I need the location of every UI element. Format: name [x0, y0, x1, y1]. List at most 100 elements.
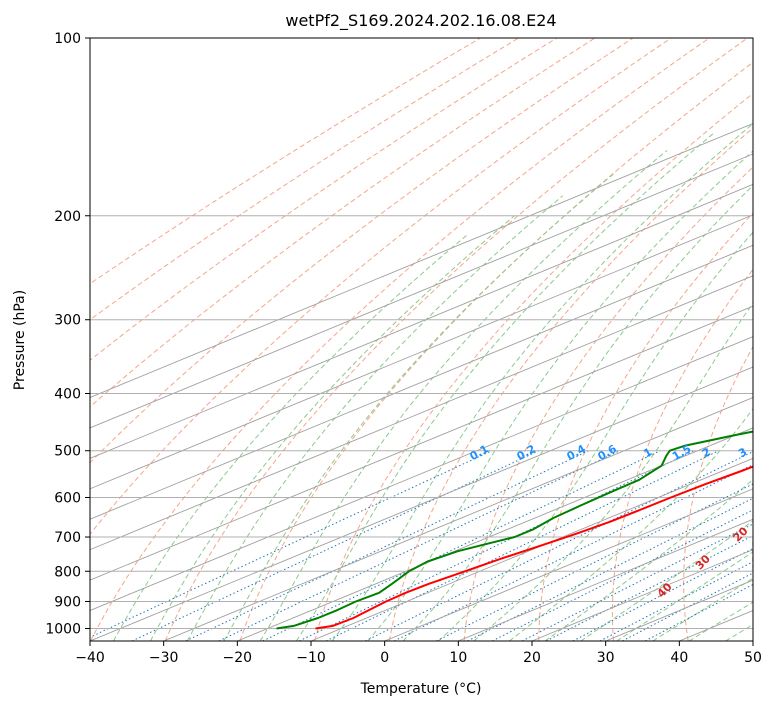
isotherm-line [90, 214, 753, 490]
moist-adiabats [113, 38, 775, 641]
dry-adiabat-label: -30 [764, 373, 775, 397]
y-tick-label: 100 [54, 31, 81, 47]
x-axis-title: Temperature (°C) [360, 681, 482, 697]
y-tick-label: 700 [54, 530, 81, 546]
mixing-ratio-label: 4 [763, 445, 775, 460]
x-tick-label: 40 [670, 650, 688, 666]
moist-adiabat-line [186, 195, 564, 641]
mixing-ratio-line [218, 450, 620, 641]
x-tick-label: 0 [380, 650, 389, 666]
moist-adiabat-line [509, 407, 753, 641]
moist-adiabat-line [259, 150, 668, 641]
mixing-ratio-label: 0.2 [514, 442, 537, 463]
x-tick-label: 50 [744, 650, 762, 666]
isotherm-line [384, 488, 753, 641]
dry-adiabat-line [90, 38, 519, 321]
moist-adiabat-line [688, 601, 753, 641]
isotherm-line [90, 366, 753, 641]
dry-adiabat-line [90, 38, 596, 408]
x-tick-label: −20 [223, 650, 253, 666]
dewpoint-profile-line [276, 430, 753, 630]
isotherm-line [90, 305, 753, 581]
y-axis: 100 200 300 400 500 600 700 800 900 1000 [45, 31, 90, 637]
mixing-ratio-line [467, 497, 753, 641]
isotherm-line [90, 183, 753, 459]
moist-adiabat-line [113, 233, 469, 641]
x-tick-label: 20 [523, 650, 541, 666]
isotherm-line [458, 518, 753, 641]
isotherm-line [237, 427, 753, 641]
dry-adiabat-line [611, 268, 753, 641]
x-tick-label: −10 [296, 650, 326, 666]
moist-adiabat-line [295, 132, 714, 641]
dry-adiabat-line [90, 38, 710, 641]
pressure-gridlines [90, 38, 753, 629]
moist-adiabat-line [544, 478, 753, 641]
dry-adiabat-line [90, 38, 672, 535]
x-tick-label: −30 [149, 650, 179, 666]
dry-adiabat-line [314, 92, 753, 641]
temperature-profile-line [315, 465, 753, 630]
dry-adiabat-line [90, 38, 557, 361]
y-axis-title: Pressure (hPa) [12, 290, 28, 390]
moist-adiabat-line [473, 302, 753, 641]
mixing-ratio-line [644, 583, 753, 641]
x-tick-label: −40 [75, 650, 105, 666]
y-tick-label: 500 [54, 444, 81, 460]
mixing-ratio-line [90, 450, 493, 638]
dry-adiabat-line [538, 212, 753, 641]
isotherm-line [90, 153, 753, 429]
dry-adiabat-line [90, 38, 634, 464]
mixing-ratio-label: 2 [700, 445, 713, 460]
dry-adiabats [90, 38, 753, 641]
x-axis: −40 −30 −20 −10 0 10 20 30 40 50 [75, 641, 762, 666]
dry-adiabat-line [752, 529, 753, 581]
mixing-ratio-line [262, 450, 661, 641]
isotherm-line [679, 610, 753, 641]
mixing-ratio-label: 3 [736, 445, 749, 460]
mixing-ratio-line [185, 450, 590, 641]
mixing-ratio-line [599, 561, 753, 641]
x-tick-label: 10 [449, 650, 467, 666]
isotherm-line [90, 275, 753, 551]
isotherm-line [752, 640, 753, 641]
moist-adiabat-line [762, 38, 775, 641]
dry-adiabat-label: -20 [749, 409, 772, 433]
moist-adiabat-line [616, 551, 753, 641]
moist-adiabat-line [438, 231, 753, 641]
moist-adiabat-line [149, 215, 515, 641]
mixing-ratio-line [521, 523, 753, 641]
chart-title: wetPf2_S169.2024.202.16.08.E24 [285, 11, 556, 31]
plot-area: 0.10.20.40.611.52346810131620253036-100-… [90, 38, 775, 641]
isotherm-line [90, 123, 753, 398]
isotherm-line [531, 549, 753, 641]
y-tick-label: 400 [54, 387, 81, 403]
mixing-ratio-label: 0.6 [595, 442, 619, 463]
mixing-ratio-line [365, 451, 753, 641]
isotherm-line [163, 396, 753, 641]
moist-adiabat-line [402, 184, 753, 641]
isotherm-line [605, 579, 753, 641]
y-tick-label: 900 [54, 594, 81, 610]
y-tick-label: 600 [54, 490, 81, 506]
isotherm-line [90, 244, 753, 520]
mixing-ratio-label: 0.4 [565, 442, 589, 463]
moist-adiabat-line [367, 150, 753, 641]
moist-adiabat-label: 30 [693, 552, 713, 572]
dry-adiabat-line [388, 127, 753, 641]
dry-adiabat-line [683, 345, 753, 641]
isotherm-line [310, 457, 753, 641]
plot-frame [89, 37, 754, 642]
mixing-ratio-line [436, 483, 753, 641]
moist-adiabat-line [580, 520, 753, 641]
dry-adiabat-line [90, 38, 481, 285]
y-tick-label: 1000 [45, 621, 81, 637]
y-tick-label: 800 [54, 564, 81, 580]
y-tick-label: 300 [54, 313, 81, 329]
dry-adiabat-line [239, 61, 753, 641]
dry-adiabat-line [463, 166, 753, 641]
x-tick-label: 30 [597, 650, 615, 666]
moist-adiabat-line [223, 173, 614, 641]
profile-lines [276, 430, 753, 630]
